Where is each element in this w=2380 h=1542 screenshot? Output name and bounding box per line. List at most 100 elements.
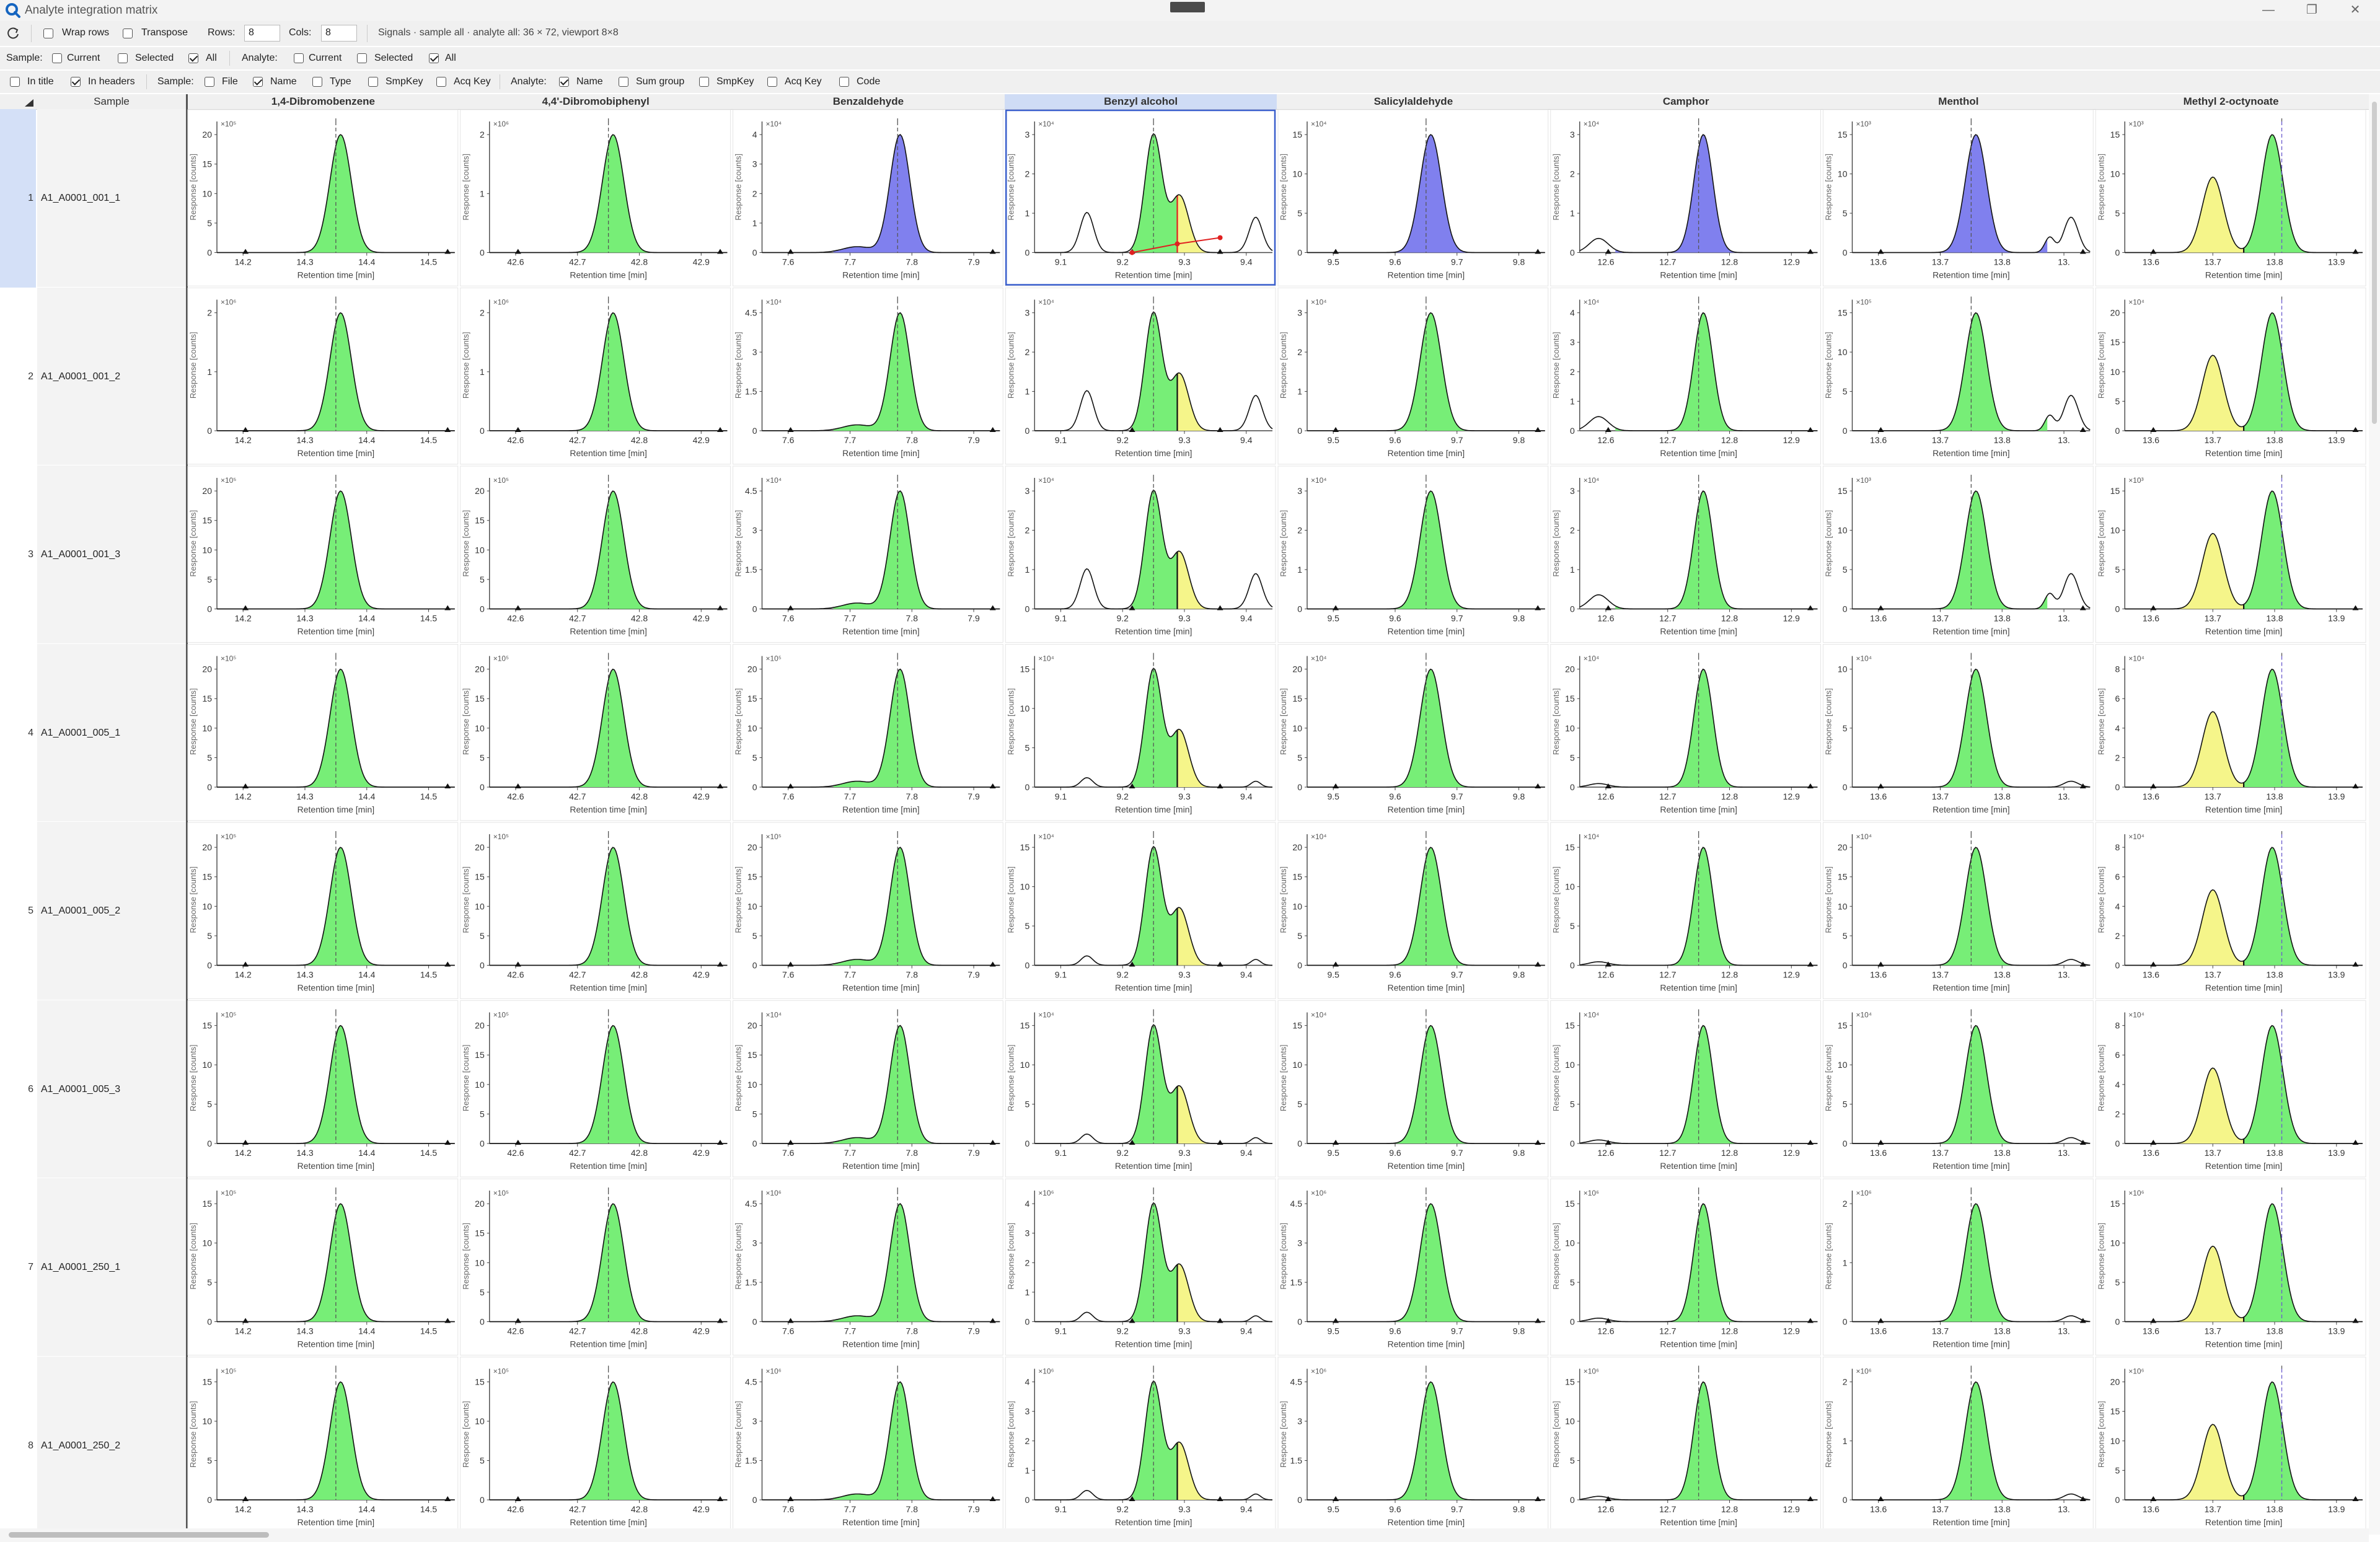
- chromatogram-plot[interactable]: Response [counts] Retention time [min] ×10…: [187, 1357, 459, 1534]
- chromatogram-plot[interactable]: Response [counts] Retention time [min] ×10…: [733, 288, 1003, 465]
- chromatogram-plot[interactable]: Response [counts] Retention time [min] ×10…: [1823, 822, 2094, 999]
- sample-acqkey-checkbox[interactable]: [436, 77, 446, 87]
- chromatogram-plot[interactable]: Response [counts] Retention time [min] ×10…: [1550, 1357, 1821, 1534]
- horizontal-scrollbar[interactable]: [0, 1528, 2369, 1542]
- row-number[interactable]: 4: [28, 727, 33, 738]
- sum-group-checkbox[interactable]: [619, 77, 628, 87]
- minimize-button[interactable]: —: [2262, 3, 2275, 17]
- row-number[interactable]: 6: [28, 1083, 33, 1095]
- chromatogram-plot[interactable]: Response [counts] Retention time [min] ×10…: [1005, 288, 1276, 465]
- chromatogram-plot[interactable]: Response [counts] Retention time [min] ×10…: [1277, 1000, 1549, 1178]
- analyte-smpkey-checkbox[interactable]: [699, 77, 709, 87]
- chromatogram-plot[interactable]: Response [counts] Retention time [min] ×10…: [460, 1000, 731, 1178]
- chromatogram-plot[interactable]: Response [counts] Retention time [min] ×10…: [187, 822, 459, 999]
- chromatogram-plot[interactable]: Response [counts] Retention time [min] ×10…: [2095, 109, 2366, 286]
- horizontal-scroll-thumb[interactable]: [9, 1532, 269, 1538]
- chromatogram-plot[interactable]: Response [counts] Retention time [min] ×10…: [1823, 1000, 2094, 1178]
- chromatogram-plot[interactable]: Response [counts] Retention time [min] ×10…: [1823, 644, 2094, 821]
- chromatogram-plot[interactable]: Response [counts] Retention time [min] ×10…: [460, 644, 731, 821]
- chromatogram-plot[interactable]: Response [counts] Retention time [min] ×10…: [1550, 1178, 1821, 1355]
- cols-spinbox[interactable]: 8: [321, 25, 357, 42]
- chromatogram-plot[interactable]: Response [counts] Retention time [min] ×10…: [1277, 109, 1549, 286]
- chromatogram-plot[interactable]: Response [counts] Retention time [min] ×10…: [1823, 1357, 2094, 1534]
- chromatogram-plot[interactable]: Response [counts] Retention time [min] ×10…: [1005, 1178, 1276, 1355]
- column-header[interactable]: 1,4-Dibromobenzene: [271, 95, 375, 107]
- chromatogram-plot[interactable]: Response [counts] Retention time [min] ×10…: [1005, 465, 1276, 643]
- column-header[interactable]: Menthol: [1938, 95, 1979, 107]
- in-title-checkbox[interactable]: [10, 77, 20, 87]
- chromatogram-plot[interactable]: Response [counts] Retention time [min] ×10…: [1550, 465, 1821, 643]
- title-drag-handle[interactable]: [1170, 2, 1205, 12]
- chromatogram-plot[interactable]: Response [counts] Retention time [min] ×10…: [2095, 288, 2366, 465]
- chromatogram-plot[interactable]: Response [counts] Retention time [min] ×10…: [460, 465, 731, 643]
- sample-name-cell[interactable]: A1_A0001_001_1: [37, 109, 186, 287]
- column-header[interactable]: 4,4'-Dibromobiphenyl: [542, 95, 650, 107]
- vertical-scrollbar[interactable]: [2369, 94, 2380, 1535]
- chromatogram-plot[interactable]: Response [counts] Retention time [min] ×10…: [460, 109, 731, 286]
- chromatogram-plot[interactable]: Response [counts] Retention time [min] ×10…: [460, 1178, 731, 1355]
- sample-all-checkbox[interactable]: [188, 53, 198, 63]
- row-number[interactable]: 5: [28, 905, 33, 916]
- chromatogram-plot[interactable]: Response [counts] Retention time [min] ×10…: [2095, 822, 2366, 999]
- chromatogram-plot[interactable]: Response [counts] Retention time [min] ×10…: [460, 822, 731, 999]
- sample-column-header[interactable]: Sample: [94, 95, 130, 107]
- chromatogram-plot[interactable]: Response [counts] Retention time [min] ×10…: [460, 288, 731, 465]
- maximize-button[interactable]: ❐: [2306, 3, 2317, 17]
- chromatogram-plot[interactable]: Response [counts] Retention time [min] ×10…: [187, 1178, 459, 1355]
- close-button[interactable]: ✕: [2350, 3, 2361, 17]
- chromatogram-plot[interactable]: Response [counts] Retention time [min] ×10…: [460, 1357, 731, 1534]
- sample-name-cell[interactable]: A1_A0001_001_3: [37, 465, 186, 643]
- rows-spinbox[interactable]: 8: [244, 25, 280, 42]
- chromatogram-plot[interactable]: Response [counts] Retention time [min] ×10…: [1550, 822, 1821, 999]
- chromatogram-plot[interactable]: Response [counts] Retention time [min] ×10…: [187, 1000, 459, 1178]
- chromatogram-plot[interactable]: Response [counts] Retention time [min] ×10…: [1005, 822, 1276, 999]
- corner-sort-icon[interactable]: [25, 99, 33, 107]
- row-number[interactable]: 7: [28, 1262, 33, 1272]
- chromatogram-plot[interactable]: Response [counts] Retention time [min] ×10…: [2095, 1357, 2366, 1534]
- chromatogram-plot[interactable]: Response [counts] Retention time [min] ×10…: [187, 465, 459, 643]
- wrap-rows-checkbox[interactable]: [43, 29, 53, 38]
- chromatogram-plot[interactable]: Response [counts] Retention time [min] ×10…: [733, 644, 1003, 821]
- row-number[interactable]: 2: [28, 371, 33, 382]
- column-header[interactable]: Benzyl alcohol: [1005, 94, 1277, 109]
- chromatogram-plot[interactable]: Response [counts] Retention time [min] ×10…: [733, 1000, 1003, 1178]
- analyte-selected-checkbox[interactable]: [357, 53, 367, 63]
- chromatogram-plot[interactable]: Response [counts] Retention time [min] ×10…: [1277, 288, 1549, 465]
- chromatogram-plot[interactable]: Response [counts] Retention time [min] ×10…: [733, 1357, 1003, 1534]
- column-header[interactable]: Methyl 2-octynoate: [2183, 95, 2279, 107]
- chromatogram-plot[interactable]: Response [counts] Retention time [min] ×10…: [2095, 465, 2366, 643]
- chromatogram-plot[interactable]: Response [counts] Retention time [min] ×10…: [1823, 288, 2094, 465]
- chromatogram-plot[interactable]: Response [counts] Retention time [min] ×10…: [733, 109, 1003, 286]
- chromatogram-plot[interactable]: Response [counts] Retention time [min] ×10…: [187, 644, 459, 821]
- sample-name-cell[interactable]: A1_A0001_005_2: [37, 822, 186, 1000]
- sample-current-checkbox[interactable]: [52, 53, 62, 63]
- chromatogram-plot[interactable]: Response [counts] Retention time [min] ×10…: [1550, 1000, 1821, 1178]
- chromatogram-plot[interactable]: Response [counts] Retention time [min] ×10…: [1550, 644, 1821, 821]
- chromatogram-plot[interactable]: Response [counts] Retention time [min] ×10…: [1823, 465, 2094, 643]
- row-number[interactable]: 8: [28, 1440, 33, 1451]
- chromatogram-plot[interactable]: Response [counts] Retention time [min] ×10…: [1550, 109, 1821, 286]
- chromatogram-plot[interactable]: Response [counts] Retention time [min] ×10…: [1823, 109, 2094, 286]
- chromatogram-plot[interactable]: Response [counts] Retention time [min] ×10…: [2095, 1000, 2366, 1178]
- vertical-scroll-thumb[interactable]: [2372, 102, 2377, 424]
- in-headers-checkbox[interactable]: [71, 77, 81, 87]
- sample-name-cell[interactable]: A1_A0001_250_1: [37, 1178, 186, 1356]
- sample-type-checkbox[interactable]: [312, 77, 322, 87]
- sample-smpkey-checkbox[interactable]: [368, 77, 378, 87]
- refresh-icon[interactable]: [6, 26, 20, 40]
- chromatogram-plot[interactable]: Response [counts] Retention time [min] ×10…: [1005, 109, 1276, 286]
- column-header[interactable]: Benzaldehyde: [832, 95, 904, 107]
- sample-name-cell[interactable]: A1_A0001_005_3: [37, 1000, 186, 1178]
- row-number[interactable]: 3: [28, 549, 33, 560]
- chromatogram-plot[interactable]: Response [counts] Retention time [min] ×10…: [2095, 644, 2366, 821]
- chromatogram-plot[interactable]: Response [counts] Retention time [min] ×10…: [187, 109, 459, 286]
- chromatogram-plot[interactable]: Response [counts] Retention time [min] ×10…: [187, 288, 459, 465]
- chromatogram-plot[interactable]: Response [counts] Retention time [min] ×10…: [733, 822, 1003, 999]
- chromatogram-plot[interactable]: Response [counts] Retention time [min] ×10…: [1277, 1357, 1549, 1534]
- chromatogram-plot[interactable]: Response [counts] Retention time [min] ×10…: [1277, 644, 1549, 821]
- chromatogram-plot[interactable]: Response [counts] Retention time [min] ×10…: [1005, 1357, 1276, 1534]
- sample-name-cell[interactable]: A1_A0001_005_1: [37, 643, 186, 821]
- chromatogram-plot[interactable]: Response [counts] Retention time [min] ×10…: [733, 1178, 1003, 1355]
- chromatogram-plot[interactable]: Response [counts] Retention time [min] ×10…: [1550, 288, 1821, 465]
- sample-file-checkbox[interactable]: [205, 77, 214, 87]
